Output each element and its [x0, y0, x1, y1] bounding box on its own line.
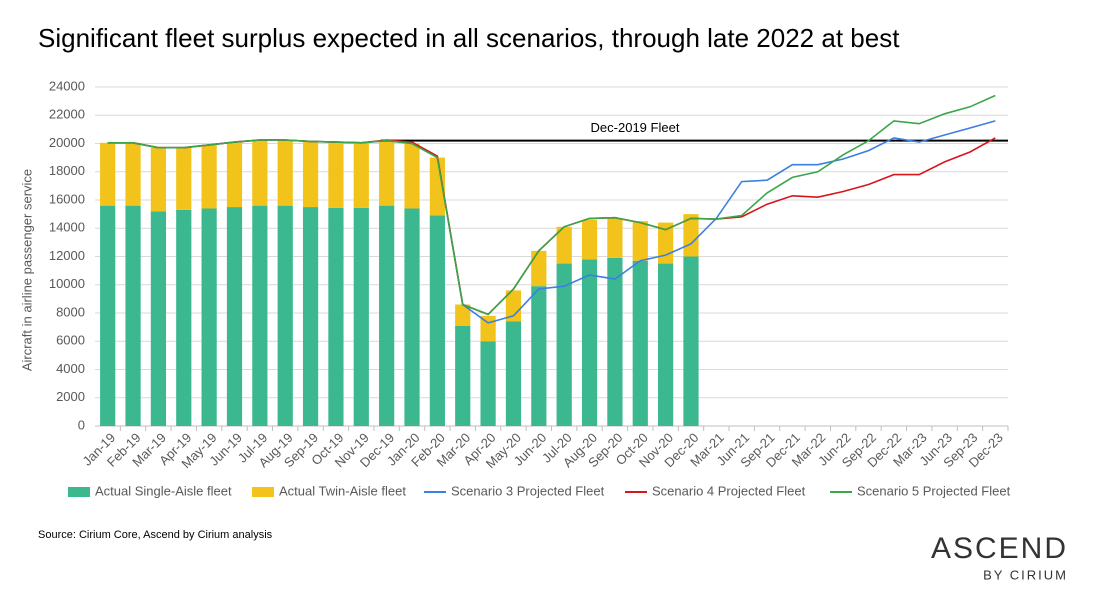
bar: [556, 226, 572, 264]
y-tick-label: 8000: [56, 304, 85, 319]
bar: [480, 341, 496, 426]
bar: [328, 142, 344, 208]
legend-label: Actual Twin-Aisle fleet: [279, 483, 406, 498]
bar: [328, 207, 344, 426]
bar: [277, 205, 293, 426]
bar: [379, 140, 395, 206]
y-tick-label: 14000: [49, 220, 85, 235]
logo-tagline: BY CIRIUM: [983, 567, 1068, 582]
bar: [302, 141, 319, 208]
legend-label: Scenario 3 Projected Fleet: [451, 483, 605, 498]
bar: [176, 147, 192, 210]
y-tick-label: 16000: [49, 191, 85, 206]
bar: [353, 207, 369, 426]
bar: [125, 142, 141, 206]
bar: [150, 147, 167, 212]
bar: [201, 144, 217, 209]
y-tick-label: 18000: [49, 163, 85, 178]
bar: [277, 139, 293, 206]
legend-label: Scenario 4 Projected Fleet: [652, 483, 806, 498]
bar: [429, 157, 445, 216]
bar: [404, 143, 420, 209]
bar: [531, 286, 547, 426]
y-axis-label: Aircraft in airline passenger service: [19, 169, 34, 371]
bar: [125, 205, 141, 426]
bar: [632, 221, 648, 261]
bar: [100, 205, 116, 426]
bar: [607, 257, 623, 426]
legend-label: Actual Single-Aisle fleet: [95, 483, 232, 498]
y-tick-label: 6000: [56, 333, 85, 348]
bar: [226, 207, 243, 426]
bar: [100, 142, 116, 206]
bar: [429, 215, 445, 426]
bar: [455, 304, 471, 326]
bar: [683, 256, 699, 426]
y-tick-label: 2000: [56, 389, 85, 404]
bar: [632, 260, 648, 426]
reference-label: Dec-2019 Fleet: [591, 120, 680, 135]
y-tick-label: 24000: [49, 78, 85, 93]
bar: [658, 263, 674, 426]
bar: [505, 321, 522, 426]
line: [107, 94, 996, 316]
bar: [581, 219, 598, 260]
legend-swatch: [252, 487, 274, 497]
bar: [404, 208, 420, 426]
chart-title: Significant fleet surplus expected in al…: [38, 23, 900, 53]
bar: [556, 263, 572, 426]
bar: [353, 142, 369, 208]
bar: [505, 290, 522, 322]
bar: [455, 325, 471, 426]
bar: [607, 218, 623, 258]
y-tick-label: 4000: [56, 361, 85, 376]
bar: [379, 205, 395, 426]
bar: [176, 209, 192, 426]
bar: [252, 205, 268, 426]
bar: [302, 207, 319, 426]
y-tick-label: 20000: [49, 135, 85, 150]
y-tick-label: 10000: [49, 276, 85, 291]
y-tick-label: 0: [78, 417, 85, 432]
bar: [531, 250, 547, 287]
bar: [226, 142, 243, 208]
legend-label: Scenario 5 Projected Fleet: [857, 483, 1011, 498]
legend-swatch: [68, 487, 90, 497]
bar: [201, 208, 217, 426]
bar: [252, 139, 268, 206]
y-tick-label: 12000: [49, 248, 85, 263]
bar: [581, 259, 598, 426]
source: Source: Cirium Core, Ascend by Cirium an…: [38, 529, 273, 541]
bar: [150, 211, 167, 426]
y-tick-label: 22000: [49, 107, 85, 122]
logo: ASCEND: [931, 532, 1068, 565]
